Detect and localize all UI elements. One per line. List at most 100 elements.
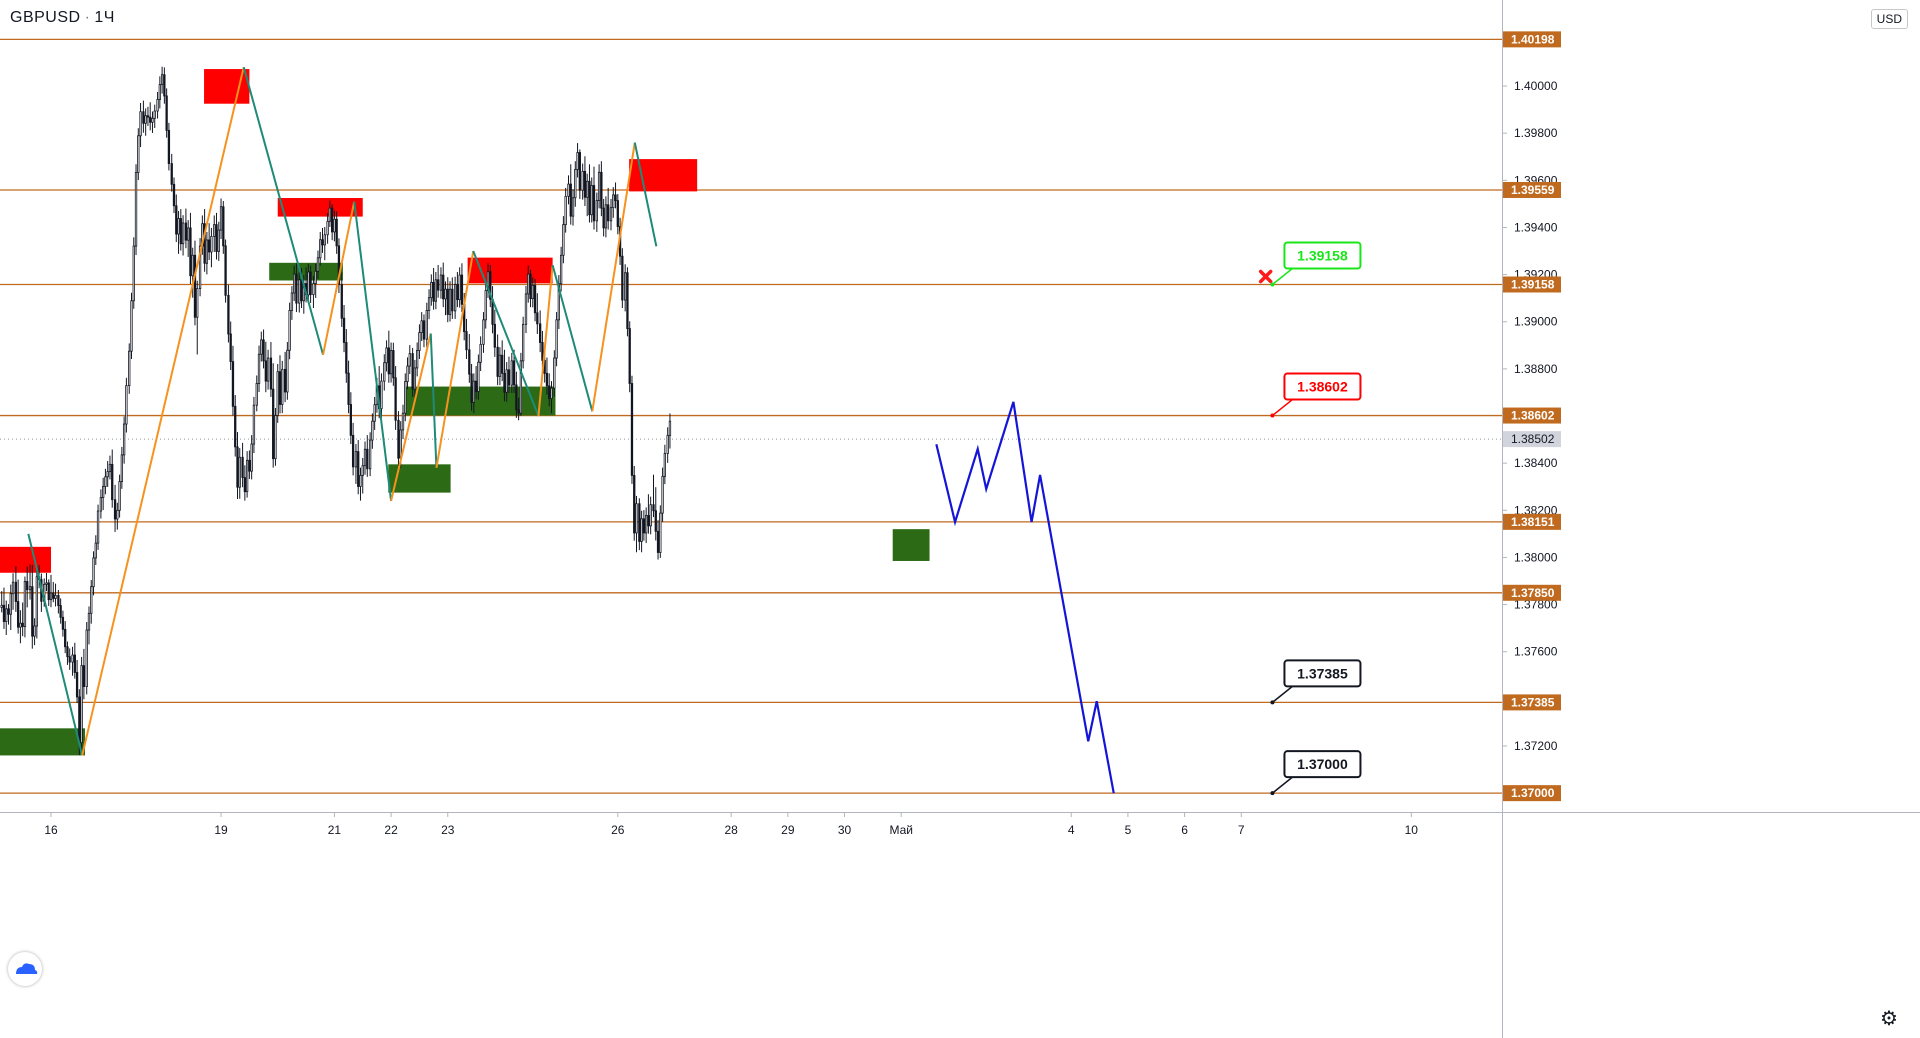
- candle-body: [621, 255, 624, 301]
- y-tick-label: 1.39800: [1514, 126, 1558, 140]
- callout-stem: [1271, 398, 1293, 417]
- candle-body: [23, 581, 27, 627]
- level-price-tag: [1503, 407, 1561, 424]
- candle-body: [94, 542, 97, 559]
- level-price-tag: [1503, 31, 1561, 48]
- price-callouts: 1.39158 1.38602 1.37385 1.37000: [1258, 241, 1362, 796]
- candle-body: [576, 152, 579, 170]
- candle-body: [351, 434, 355, 468]
- candle-body: [448, 288, 452, 315]
- candle-body: [179, 218, 182, 245]
- y-tick-label: 1.37200: [1514, 739, 1558, 753]
- candle-body: [548, 385, 551, 399]
- zigzag-up: [537, 265, 554, 417]
- candle-body: [66, 646, 69, 658]
- candle-body: [33, 625, 36, 637]
- candle-body: [71, 654, 74, 663]
- y-tick-label: 1.37800: [1514, 598, 1558, 612]
- callout-label: 1.37000: [1297, 756, 1348, 772]
- candle-body: [406, 365, 409, 383]
- candle-body: [345, 342, 348, 374]
- candle-body: [102, 486, 105, 498]
- candle-body: [151, 117, 154, 123]
- level-price-tag: [1503, 584, 1561, 601]
- candle-body: [286, 349, 289, 393]
- candle-body: [47, 582, 50, 601]
- candle-body: [122, 423, 126, 456]
- candle-body: [595, 200, 598, 222]
- candle-body: [111, 463, 114, 501]
- y-tick-label: 1.39000: [1514, 315, 1558, 329]
- candle-body: [389, 350, 393, 375]
- candle-body: [628, 328, 631, 384]
- x-tick-label: 29: [781, 823, 795, 837]
- candle-body: [241, 456, 244, 478]
- candle-body: [652, 504, 655, 512]
- candle-body: [276, 371, 279, 416]
- y-tick-label: 1.38800: [1514, 362, 1558, 376]
- candle-body: [567, 183, 570, 197]
- candle-body: [113, 499, 117, 520]
- candle-body: [323, 234, 326, 246]
- candle-body: [366, 448, 369, 470]
- time-axis[interactable]: 16 19 21 22 23 26 28 29 30 Май 4 5 6 7 10: [0, 812, 1920, 837]
- candle-body: [531, 285, 534, 300]
- x-tick-label: 30: [838, 823, 852, 837]
- level-price-tag: [1503, 181, 1561, 198]
- candle-body: [137, 135, 140, 173]
- candle-body: [550, 387, 553, 399]
- callout-box[interactable]: [1283, 372, 1362, 401]
- demand-zone: [0, 728, 86, 756]
- callout-box[interactable]: [1283, 750, 1362, 779]
- candle-body: [444, 288, 447, 300]
- candle-body: [624, 272, 627, 301]
- candle-body: [210, 236, 213, 253]
- candle-body: [222, 206, 225, 247]
- price-axis[interactable]: 1.400001.398001.396001.394001.392001.390…: [1502, 0, 1561, 1038]
- x-tick-label: 5: [1125, 823, 1132, 837]
- candle-body: [266, 357, 270, 382]
- candle-body: [408, 353, 411, 367]
- candle-body: [371, 420, 374, 441]
- candle-body: [16, 601, 20, 628]
- candle-body: [510, 360, 513, 386]
- candle-body: [614, 194, 617, 201]
- supply-zone: [0, 546, 52, 573]
- symbol-header[interactable]: GBPUSD · 1Ч: [10, 9, 115, 27]
- candle-body: [397, 419, 400, 459]
- candle-body: [413, 367, 417, 390]
- callout-label: 1.38602: [1297, 379, 1348, 395]
- candle-body: [90, 586, 93, 614]
- candle-body: [442, 274, 445, 300]
- candle-body: [602, 207, 605, 229]
- candle-body: [439, 274, 443, 291]
- candle-body: [592, 185, 596, 222]
- callout-box[interactable]: [1283, 659, 1362, 688]
- candle-body: [383, 362, 386, 382]
- candle-body: [503, 372, 506, 393]
- cloud-icon: [16, 963, 38, 974]
- candle-body: [104, 476, 107, 487]
- candle-body: [187, 227, 190, 241]
- candle-body: [581, 170, 584, 191]
- candle-body: [422, 320, 426, 340]
- tradingview-logo-icon[interactable]: [8, 952, 42, 986]
- candle-body: [14, 581, 18, 602]
- candle-body: [574, 169, 577, 199]
- candle-body: [425, 310, 428, 340]
- candle-body: [26, 581, 29, 591]
- separator-dot: ·: [84, 9, 91, 26]
- candle-body: [236, 446, 239, 488]
- candle-body: [172, 183, 176, 207]
- currency-badge[interactable]: USD: [1870, 9, 1908, 29]
- candle-body: [545, 372, 549, 387]
- settings-gear-icon[interactable]: ⚙: [1880, 1008, 1898, 1030]
- y-tick-label: 1.38000: [1514, 550, 1558, 564]
- candle-body: [616, 200, 619, 227]
- candle-body: [307, 271, 310, 296]
- callout-box[interactable]: [1283, 241, 1362, 270]
- candle-body: [281, 368, 284, 405]
- candle-body: [255, 383, 258, 406]
- candle-body: [604, 204, 608, 229]
